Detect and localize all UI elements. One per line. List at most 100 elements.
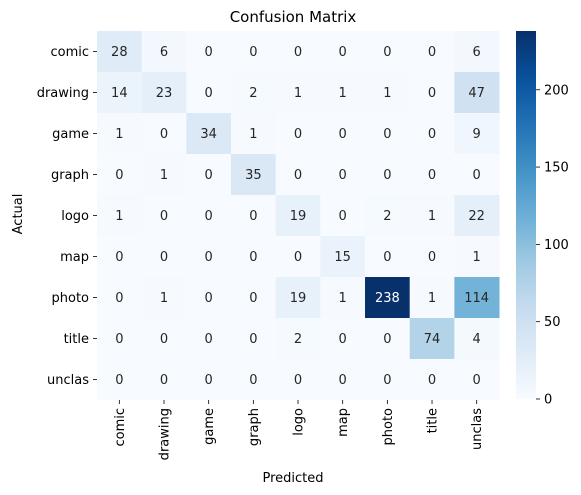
- heatmap-cell: [231, 277, 277, 319]
- y-tick-label: unclas: [47, 373, 89, 388]
- heatmap-cell: [320, 359, 366, 401]
- heatmap-cell: [141, 236, 187, 278]
- cell-value-label: 0: [339, 332, 347, 347]
- cell-value-label: 1: [428, 291, 436, 306]
- heatmap-cell: [275, 236, 321, 278]
- heatmap-cell: [186, 277, 232, 319]
- cell-value-label: 0: [339, 168, 347, 183]
- cell-value-label: 19: [290, 209, 307, 224]
- cell-value-label: 0: [294, 250, 302, 265]
- heatmap-cell: [186, 359, 232, 401]
- y-tick-label: game: [52, 127, 89, 142]
- heatmap-cell: [365, 359, 411, 401]
- heatmap-cell: [141, 277, 187, 319]
- heatmap-cell: [275, 113, 321, 155]
- y-tick-label: photo: [52, 291, 90, 306]
- cell-value-label: 15: [334, 250, 351, 265]
- heatmap-cell: [141, 31, 187, 73]
- heatmap-cell: [365, 236, 411, 278]
- heatmap-cell: [275, 277, 321, 319]
- heatmap-cell: [97, 277, 143, 319]
- cell-value-label: 0: [205, 250, 213, 265]
- heatmap-cell: [409, 113, 455, 155]
- heatmap-cell: [97, 31, 143, 73]
- cell-value-label: 0: [339, 209, 347, 224]
- cell-value-label: 0: [339, 45, 347, 60]
- y-axis-label: Actual: [11, 194, 26, 235]
- heatmap-cell: [231, 359, 277, 401]
- cell-value-label: 74: [424, 332, 441, 347]
- colorbar-tick-label: 100: [544, 238, 569, 253]
- cell-value-label: 0: [249, 209, 257, 224]
- heatmap-cell: [454, 236, 500, 278]
- cell-value-label: 0: [249, 373, 257, 388]
- heatmap-cell: [186, 72, 232, 114]
- heatmap-cell: [97, 236, 143, 278]
- cell-value-label: 0: [473, 373, 481, 388]
- heatmap-cell: [97, 359, 143, 401]
- x-tick-label: title: [426, 408, 441, 433]
- heatmap-cell: [275, 154, 321, 196]
- heatmap-cell: [231, 195, 277, 237]
- cell-value-label: 6: [473, 45, 481, 60]
- heatmap-cell: [275, 359, 321, 401]
- cell-value-label: 0: [115, 373, 123, 388]
- heatmap-cell: [409, 236, 455, 278]
- x-axis-ticks: comic drawing game graph logo map photo title un…: [113, 400, 485, 460]
- heatmap-cell: [409, 359, 455, 401]
- heatmap-cell: [454, 72, 500, 114]
- heatmap-cell: [320, 195, 366, 237]
- cell-value-label: 0: [383, 373, 391, 388]
- cell-value-label: 0: [115, 332, 123, 347]
- heatmap-cell: [365, 318, 411, 360]
- cell-value-label: 0: [428, 86, 436, 101]
- x-axis-label: Predicted: [262, 471, 323, 486]
- heatmap-cell: [186, 113, 232, 155]
- cell-value-label: 19: [290, 291, 307, 306]
- heatmap-cell: [186, 154, 232, 196]
- y-axis-ticks: comic drawing game graph logo map photo title un…: [37, 45, 97, 388]
- cell-value-label: 2: [294, 332, 302, 347]
- cell-value-label: 0: [160, 332, 168, 347]
- cell-value-label: 0: [249, 45, 257, 60]
- x-tick-label: drawing: [158, 408, 173, 460]
- heatmap-cell: [409, 154, 455, 196]
- cell-value-label: 1: [160, 168, 168, 183]
- heatmap-cell: [454, 277, 500, 319]
- x-tick-label: comic: [113, 408, 128, 447]
- heatmap-cell: [365, 113, 411, 155]
- heatmap-cell: [97, 72, 143, 114]
- chart-title: Confusion Matrix: [230, 8, 357, 26]
- heatmap-cell: [275, 318, 321, 360]
- cell-value-label: 23: [156, 86, 173, 101]
- cell-value-label: 0: [205, 332, 213, 347]
- colorbar-tick-label: 200: [544, 83, 569, 98]
- cell-value-label: 1: [249, 127, 257, 142]
- cell-value-label: 0: [294, 45, 302, 60]
- cell-value-label: 0: [339, 127, 347, 142]
- cell-value-label: 0: [383, 127, 391, 142]
- cell-value-label: 22: [468, 209, 485, 224]
- heatmap-cell: [454, 113, 500, 155]
- cell-value-label: 0: [428, 168, 436, 183]
- cell-value-label: 0: [160, 127, 168, 142]
- cell-value-label: 0: [294, 168, 302, 183]
- heatmap-cells: [97, 31, 500, 401]
- heatmap-cell: [186, 236, 232, 278]
- cell-value-label: 1: [115, 127, 123, 142]
- cell-value-label: 0: [294, 127, 302, 142]
- cell-value-label: 0: [160, 209, 168, 224]
- cell-value-label: 1: [339, 291, 347, 306]
- colorbar-ticks: 0 50 100 150 200: [536, 83, 569, 408]
- cell-value-label: 0: [249, 332, 257, 347]
- cell-value-label: 47: [468, 86, 485, 101]
- heatmap-cell: [275, 195, 321, 237]
- heatmap-cell: [409, 318, 455, 360]
- heatmap-cell: [365, 154, 411, 196]
- heatmap-cell: [320, 154, 366, 196]
- cell-value-label: 238: [375, 291, 400, 306]
- cell-value-label: 6: [160, 45, 168, 60]
- cell-value-label: 35: [245, 168, 262, 183]
- cell-value-label: 0: [428, 127, 436, 142]
- heatmap-cell: [409, 31, 455, 73]
